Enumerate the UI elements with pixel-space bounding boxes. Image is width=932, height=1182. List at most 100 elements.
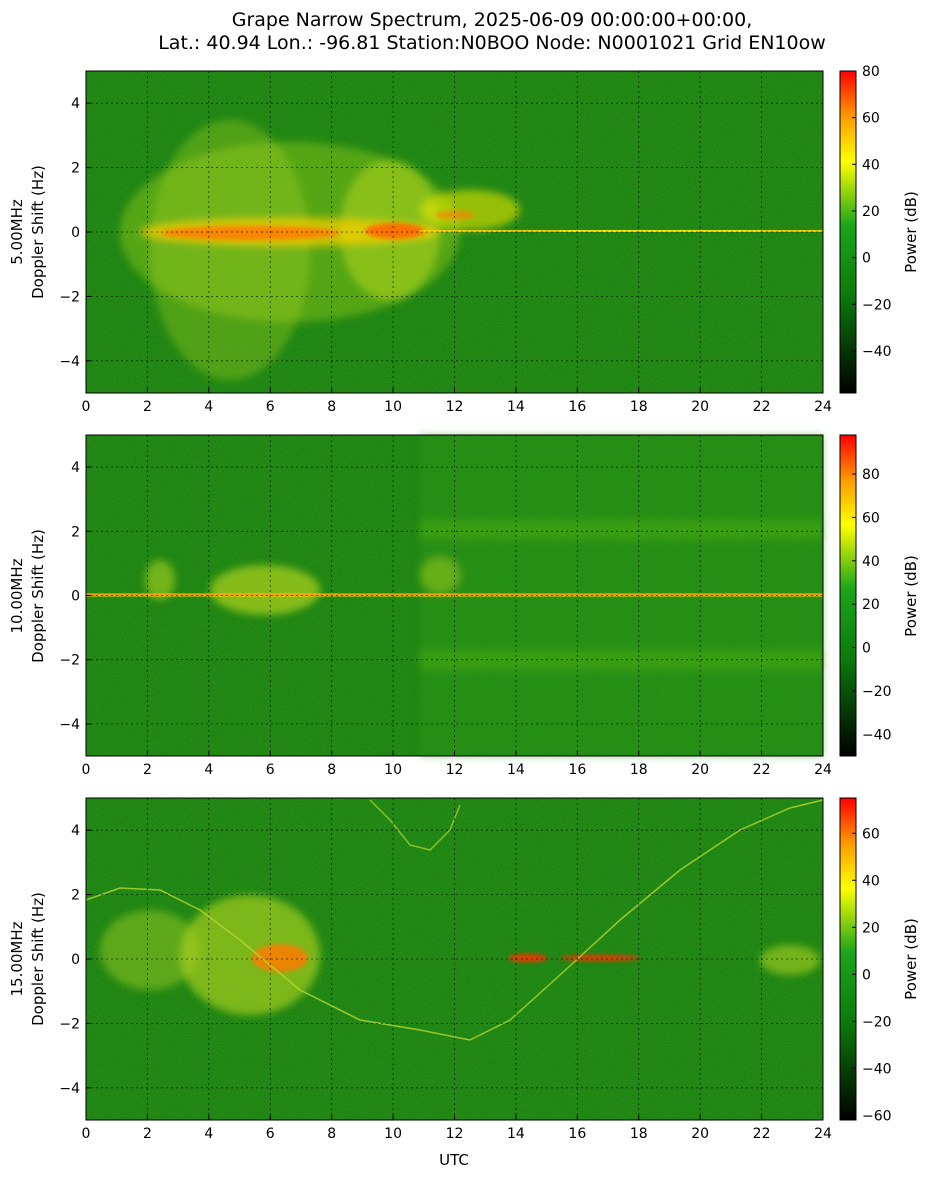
x-tick-label: 12 [446,399,464,415]
colorbar-label-5mhz: Power (dB) [902,191,920,273]
x-tick-label: 10 [384,399,402,415]
colorbar-tick-label: 20 [862,204,880,220]
colorbar-tick-label: −40 [862,727,892,743]
colorbar-tick-label: 40 [862,873,880,889]
x-tick-label: 24 [814,762,832,778]
grid-10mhz [86,435,823,756]
y-tick-label: −2 [59,289,80,305]
colorbar-tick-label: −40 [862,1061,892,1077]
x-tick-label: 20 [691,762,709,778]
y-label-line1-5mhz: 5.00MHz [8,199,26,265]
heatmap-15mhz [85,797,824,1121]
x-ticks-5mhz: 0 2 4 6 8 10 12 14 16 18 20 22 24 [82,388,832,415]
x-tick-label: 16 [568,1126,586,1142]
y-tick-label: 2 [71,888,80,904]
y-label-line2-15mhz: Doppler Shift (Hz) [29,892,47,1026]
x-tick-label: 22 [753,762,771,778]
y-label-line1-10mhz: 10.00MHz [8,558,26,633]
x-axis-label: UTC [439,1151,469,1169]
x-tick-label: 14 [507,399,525,415]
x-tick-label: 4 [204,1126,213,1142]
y-tick-label: −2 [59,653,80,669]
colorbar-tick-label: −20 [862,1014,892,1030]
x-tick-label: 20 [691,399,709,415]
x-tick-label: 4 [204,762,213,778]
y-tick-label: 2 [71,524,80,540]
colorbar-10mhz: 80 60 40 20 0 −20 −40 Power (dB) [839,434,920,757]
x-tick-label: 16 [568,762,586,778]
x-tick-label: 8 [327,762,336,778]
x-tick-label: 18 [630,762,648,778]
colorbar-tick-label: 60 [862,510,880,526]
x-tick-label: 6 [266,762,275,778]
title-line-1: Grape Narrow Spectrum, 2025-06-09 00:00:… [232,9,753,31]
grid-5mhz [86,71,823,393]
x-tick-label: 14 [507,1126,525,1142]
x-tick-label: 16 [568,399,586,415]
heatmap-10mhz [85,434,824,757]
colorbar-tick-label: −40 [862,344,892,360]
x-tick-label: 0 [82,762,91,778]
colorbar-tick-label: 60 [862,826,880,842]
colorbar-15mhz: 60 40 20 0 −20 −40 −60 Power (dB) [839,797,920,1124]
x-tick-label: 22 [753,1126,771,1142]
x-tick-label: 8 [327,1126,336,1142]
y-ticks-15mhz: 4 2 0 −2 −4 [59,823,91,1097]
panel-5mhz: 0 2 4 6 8 10 12 14 16 18 20 22 24 420−2−4 5.00MHz Do… [8,64,920,415]
y-tick-label: 0 [71,589,80,605]
x-tick-label: 4 [204,399,213,415]
y-tick-label: 4 [71,96,80,112]
x-ticks-10mhz: 0 2 4 6 8 10 12 14 16 18 20 22 24 [82,751,832,778]
colorbar-tick-label: 0 [862,641,871,657]
y-tick-label: 4 [71,823,80,839]
y-tick-label: 0 [71,225,80,241]
y-tick-label: 0 [71,952,80,968]
y-tick-label: 2 [71,161,80,177]
grid-15mhz [86,798,823,1120]
x-tick-label: 8 [327,399,336,415]
colorbar-tick-label: −20 [862,297,892,313]
colorbar-label-15mhz: Power (dB) [902,918,920,1000]
colorbar-tick-label: 80 [862,467,880,483]
x-tick-label: 24 [814,1126,832,1142]
x-tick-label: 10 [384,762,402,778]
colorbar-tick-label: 0 [862,967,871,983]
colorbar-tick-label: 60 [862,111,880,127]
y-ticks-5mhz: 4 2 0 −2 −4 [59,96,91,370]
x-tick-label: 0 [82,1126,91,1142]
heatmap-5mhz [85,70,824,394]
panel-10mhz: 0 2 4 6 8 10 12 14 16 18 20 22 24 420−2−4 10.00MHz D… [8,434,920,778]
colorbar-tick-label: 40 [862,157,880,173]
colorbar-tick-label: −20 [862,684,892,700]
x-tick-label: 20 [691,1126,709,1142]
colorbar-tick-label: −60 [862,1108,892,1124]
y-ticks-10mhz: 4 2 0 −2 −4 [59,460,91,733]
colorbar-tick-label: 0 [862,251,871,267]
x-tick-label: 12 [446,1126,464,1142]
colorbar-tick-label: 40 [862,554,880,570]
y-tick-label: −4 [59,717,80,733]
panel-15mhz: 0 2 4 6 8 10 12 14 16 18 20 22 24 420−2−4 15.00MHz D… [8,797,920,1142]
y-tick-label: −4 [59,354,80,370]
colorbar-label-10mhz: Power (dB) [902,555,920,637]
x-tick-label: 18 [630,1126,648,1142]
x-tick-label: 14 [507,762,525,778]
x-tick-label: 12 [446,762,464,778]
colorbar-tick-label: 20 [862,597,880,613]
x-tick-label: 6 [266,399,275,415]
colorbar-tick-label: 20 [862,920,880,936]
x-tick-label: 2 [143,1126,152,1142]
x-tick-label: 22 [753,399,771,415]
x-tick-label: 18 [630,399,648,415]
colorbar-5mhz: 80 60 40 20 0 −20 −40 Power (dB) [839,64,920,394]
y-label-line2-10mhz: Doppler Shift (Hz) [29,529,47,663]
y-tick-label: −4 [59,1081,80,1097]
colorbar-tick-label: 80 [862,64,880,80]
x-tick-label: 24 [814,399,832,415]
y-label-line2-5mhz: Doppler Shift (Hz) [29,165,47,299]
x-tick-label: 6 [266,1126,275,1142]
x-tick-label: 0 [82,399,91,415]
x-tick-label: 2 [143,762,152,778]
x-ticks-15mhz: 0 2 4 6 8 10 12 14 16 18 20 22 24 [82,1115,832,1142]
